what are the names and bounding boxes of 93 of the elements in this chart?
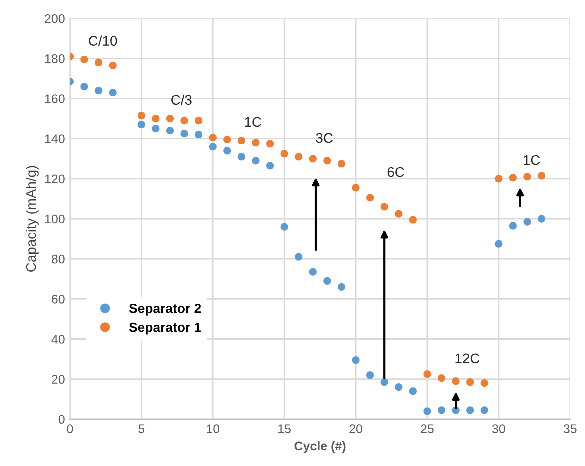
point [195,131,203,139]
point [352,184,360,192]
point [424,370,432,378]
point [209,143,217,151]
x-tick-label: 5 [138,424,145,434]
point [166,115,174,123]
point [524,173,532,181]
point [180,117,188,125]
point [395,210,403,218]
point [138,121,146,129]
point [524,218,532,226]
x-tick-label: 35 [564,424,577,434]
point [309,155,317,163]
point [280,150,288,158]
point [109,88,117,97]
annotation: 3C [316,133,333,144]
point [252,139,260,147]
point [409,388,417,396]
point [466,406,474,414]
point [366,194,374,202]
x-tick-label: 30 [492,424,506,434]
point [252,157,260,165]
point [395,384,403,392]
point [195,117,203,125]
point [366,372,374,380]
point [480,380,488,388]
x-tick-label: 0 [67,424,74,434]
y-tick-label: 140 [45,134,65,144]
y-tick-label: 100 [45,214,65,224]
point [238,137,246,145]
point [338,160,346,168]
point [295,153,303,161]
point [538,172,546,180]
point [80,56,88,64]
point [109,62,117,70]
annotation: 1C [524,155,540,166]
point [94,86,103,95]
point [138,112,146,120]
y-axis-title: Capacity (mAh/g) [26,166,39,272]
annotation: 12C [456,354,480,364]
point [352,356,360,364]
point [338,283,346,291]
x-tick-label: 15 [278,424,291,434]
point [166,127,174,135]
point [309,268,317,276]
point [380,203,388,211]
point [224,136,232,144]
point [324,157,332,165]
point [266,140,274,148]
point [152,115,160,123]
point [495,240,503,248]
point [509,174,518,182]
annotation: 6C [388,167,404,178]
y-tick-label: 200 [45,14,65,24]
point [266,162,274,170]
y-tick-label: 0 [58,415,65,424]
x-axis-title: Cycle (#) [294,441,346,454]
point [152,125,160,133]
point [452,378,460,386]
point [380,378,388,386]
y-tick-label: 160 [45,94,65,104]
point [509,222,518,230]
legend-label: Separator 1 [129,322,202,335]
y-tick-label: 40 [52,335,65,344]
x-tick-label: 25 [421,424,434,434]
point [409,216,417,224]
y-tick-label: 80 [52,254,65,264]
x-tick-label: 10 [207,424,220,434]
point [324,277,332,285]
point [180,130,188,138]
point [94,58,103,67]
point [424,408,432,416]
y-tick-label: 60 [52,294,65,304]
annotation: 1C [245,117,262,128]
x-tick-label: 20 [350,424,362,434]
point [238,153,246,161]
point [438,406,446,414]
annotation: C/3 [172,94,192,106]
point [480,406,488,414]
point [224,147,232,155]
point [80,82,88,91]
point [209,134,217,142]
annotation: C/10 [89,36,118,46]
point [538,215,546,223]
y-tick-label: 120 [45,174,65,184]
point [438,374,446,382]
y-tick-label: 180 [45,54,65,64]
point [495,175,503,183]
point [466,378,474,386]
point [295,253,303,261]
legend-label: Separator 2 [129,304,202,316]
y-tick-label: 20 [52,375,65,384]
point [280,223,288,231]
